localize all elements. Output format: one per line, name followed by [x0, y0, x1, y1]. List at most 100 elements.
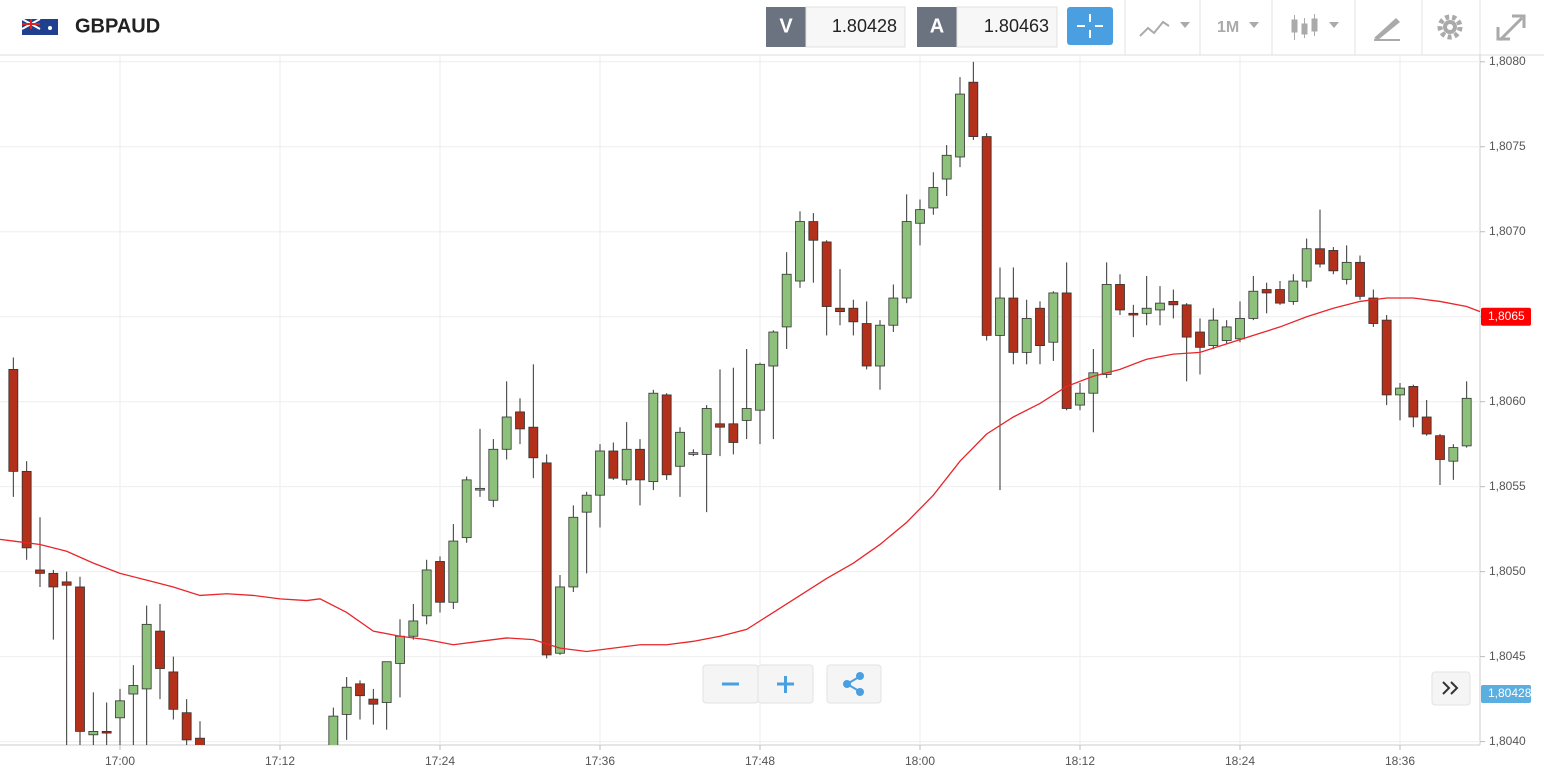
candle-body	[1315, 248, 1325, 265]
axes: 1,8040 1,8045 1,8050 1,8055 1,8060 1,8065 1,80…	[105, 54, 1532, 768]
share-button[interactable]	[826, 664, 882, 704]
candle-body	[1141, 307, 1152, 314]
candle-body	[808, 221, 819, 241]
candle-body	[408, 620, 419, 637]
drawing-button[interactable]	[1374, 18, 1400, 41]
candle-body	[768, 331, 779, 367]
candle-body	[941, 154, 952, 180]
bid-price: 1.80428	[832, 16, 897, 36]
ask-tag	[917, 7, 957, 47]
scroll-end-button[interactable]	[1431, 671, 1471, 706]
x-tick-label: 17:24	[425, 754, 455, 768]
candle-body	[1448, 447, 1459, 462]
candle-body	[368, 698, 379, 705]
candle-body	[1288, 280, 1299, 302]
plot	[0, 61, 1480, 745]
candle-body	[328, 715, 339, 745]
candle-body	[381, 661, 392, 703]
candle-body	[1235, 318, 1245, 340]
candle-body	[1128, 312, 1139, 316]
candle-body	[1408, 386, 1419, 418]
candle-body	[1275, 289, 1285, 304]
candle-body	[915, 209, 925, 224]
y-tick-label: 1,8070	[1489, 224, 1526, 238]
candle-body	[155, 630, 165, 669]
candle-body	[981, 136, 992, 336]
candle-body	[888, 297, 899, 326]
candle-body	[1355, 261, 1365, 297]
candle-body	[875, 324, 885, 367]
candle-body	[1061, 292, 1072, 409]
crosshair-button[interactable]	[1067, 7, 1113, 45]
candle-body	[1248, 290, 1259, 319]
ask-label: A	[930, 15, 944, 37]
candle-body	[835, 307, 845, 313]
candle-body	[1461, 397, 1472, 447]
candle-body	[61, 581, 72, 586]
candle-body	[1101, 284, 1112, 375]
candle-body	[88, 731, 99, 736]
candle-body	[568, 516, 579, 588]
price-badge	[1481, 685, 1531, 704]
flag	[21, 18, 58, 35]
candle-body	[48, 572, 59, 588]
candle-body	[688, 452, 699, 455]
candle-body	[995, 297, 1005, 336]
candle-body	[968, 81, 979, 137]
candle-body	[1221, 326, 1232, 341]
y-tick-label: 1,8045	[1489, 649, 1526, 663]
candle-body	[675, 431, 685, 467]
candle-body	[75, 586, 85, 732]
candle-body	[608, 450, 619, 479]
candle-body	[35, 569, 45, 574]
candle-body	[128, 685, 139, 695]
candle-body	[848, 307, 859, 323]
y-tick-label: 1,8075	[1489, 139, 1526, 153]
candle-style-button[interactable]	[1291, 14, 1339, 40]
settings-button[interactable]	[1437, 14, 1463, 40]
candle-body	[115, 700, 125, 719]
timeframe-button[interactable]: 1M	[1217, 19, 1259, 36]
x-tick-label: 17:48	[745, 754, 775, 768]
candle-body	[541, 462, 552, 656]
y-tick-label: 1,8060	[1489, 394, 1526, 408]
ask-box	[956, 6, 1058, 48]
candle-body	[421, 569, 432, 617]
candle-body	[901, 221, 912, 299]
y-tick-label: 1,8055	[1489, 479, 1526, 493]
zoom-in-button[interactable]	[757, 664, 814, 704]
bid-box	[805, 6, 906, 48]
candle-body	[701, 408, 712, 455]
candle-body	[181, 712, 192, 741]
candle-body	[648, 392, 659, 482]
candle-body	[8, 369, 19, 472]
grid	[0, 55, 1480, 745]
candle-body	[501, 416, 512, 450]
y-tick-label: 1,8050	[1489, 564, 1526, 578]
bid-label: V	[779, 15, 793, 37]
chart-type-button[interactable]	[1139, 20, 1190, 37]
candle-body	[141, 623, 152, 690]
candle-body	[448, 540, 459, 603]
candle-body	[821, 241, 832, 307]
candle-body	[1155, 302, 1165, 311]
candle-body	[461, 479, 472, 539]
candle-body	[1075, 392, 1085, 406]
candle-body	[741, 408, 752, 421]
candle-body	[795, 221, 805, 282]
x-tick-label: 18:24	[1225, 754, 1255, 768]
candle-body	[1395, 387, 1405, 396]
candle-body	[1435, 435, 1445, 460]
fullscreen-button[interactable]	[1496, 14, 1526, 42]
candle-body	[581, 494, 592, 513]
x-tick-label: 18:00	[905, 754, 935, 768]
ask-price: 1.80463	[984, 16, 1049, 36]
zoom-out-button[interactable]	[702, 664, 759, 704]
candle-body	[1208, 319, 1219, 347]
candle-body	[1088, 372, 1099, 394]
x-tick-label: 17:00	[105, 754, 135, 768]
candle-body	[1115, 284, 1125, 311]
y-tick-label: 1,8040	[1489, 734, 1526, 748]
candle-body	[755, 363, 765, 411]
